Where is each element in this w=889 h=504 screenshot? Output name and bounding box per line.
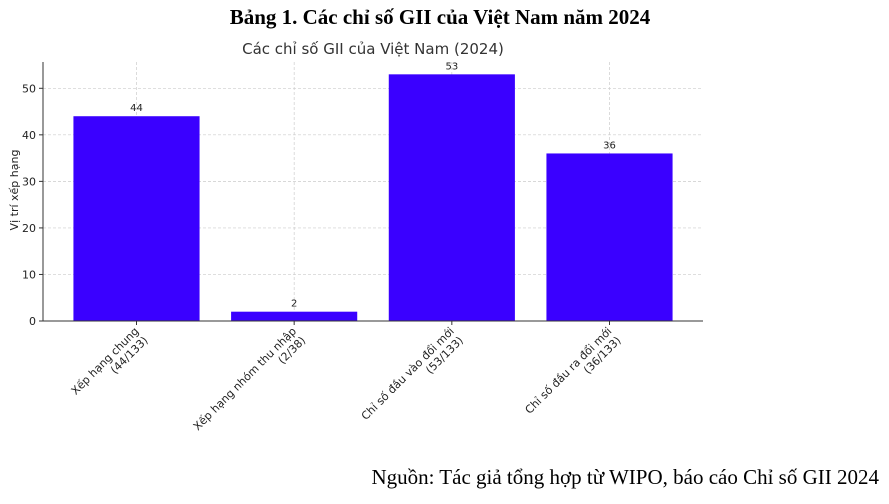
y-tick-label: 0 xyxy=(29,315,36,328)
x-tick-label: Xếp hạng chung(44/133) xyxy=(69,325,151,407)
y-tick-label: 20 xyxy=(22,222,36,235)
y-tick-label: 10 xyxy=(22,268,36,281)
x-tick-label: Chỉ số đầu vào đổi mới(53/133) xyxy=(359,325,466,432)
x-tick-label: Chỉ số đầu ra đổi mới(36/133) xyxy=(523,325,624,426)
value-label: 36 xyxy=(603,140,616,151)
bar xyxy=(73,116,200,321)
y-tick-label: 30 xyxy=(22,175,36,188)
bar xyxy=(388,74,515,321)
y-tick-label: 40 xyxy=(22,129,36,142)
y-axis-label: Vị trí xếp hạng xyxy=(8,150,21,231)
x-tick-label-line: Chỉ số đầu vào đổi mới xyxy=(359,325,457,423)
x-tick-label: Xếp hạng nhóm thu nhập(2/38) xyxy=(191,325,309,443)
y-tick-label: 50 xyxy=(22,82,36,95)
heading: Bảng 1. Các chỉ số GII của Việt Nam năm … xyxy=(230,5,651,29)
bar xyxy=(231,311,358,321)
value-label: 2 xyxy=(291,299,297,310)
x-tick-label-line: Chỉ số đầu ra đổi mới xyxy=(523,325,615,417)
chart-title: Các chỉ số GII của Việt Nam (2024) xyxy=(242,40,504,58)
value-label: 53 xyxy=(445,61,458,72)
value-label: 44 xyxy=(130,103,143,114)
bar xyxy=(546,153,673,321)
source: Nguồn: Tác giả tổng hợp từ WIPO, báo cáo… xyxy=(371,465,879,489)
x-tick-label-line: Xếp hạng nhóm thu nhập xyxy=(191,325,299,433)
